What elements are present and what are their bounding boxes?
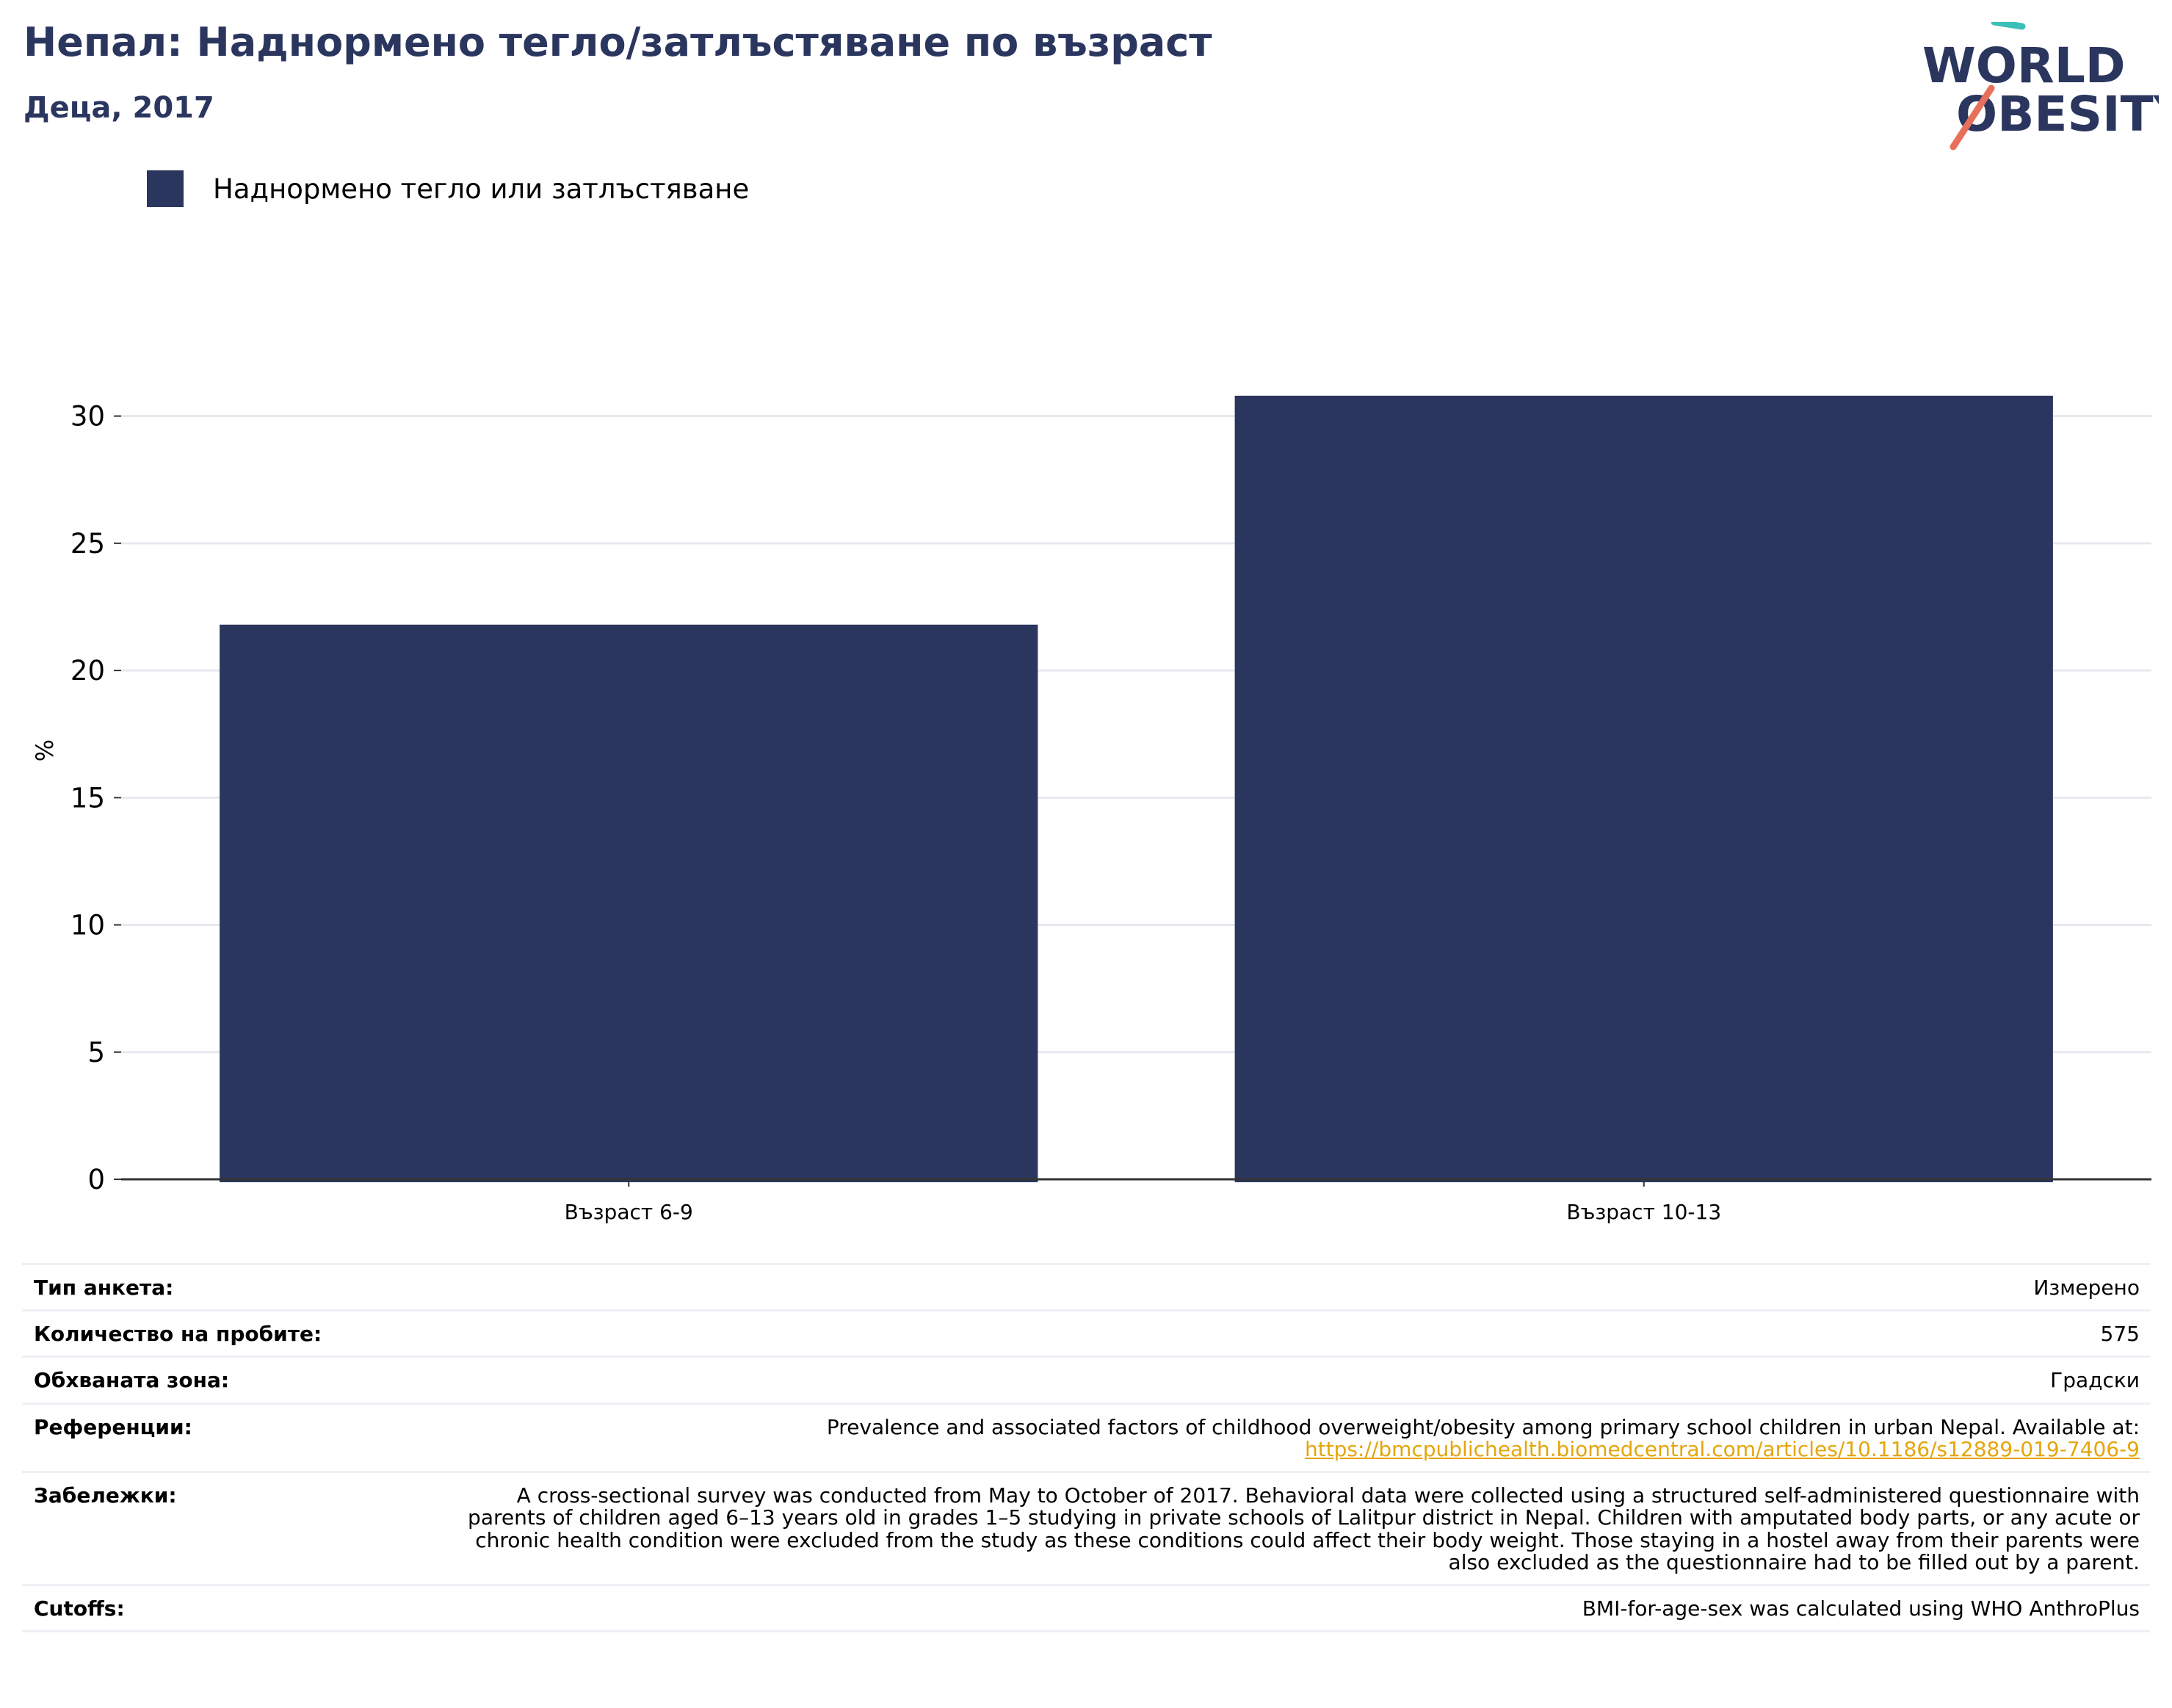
- metadata-row: Количество на пробите: 575: [22, 1309, 2150, 1357]
- y-tick-label: 5: [87, 1037, 105, 1068]
- y-tick-label: 0: [87, 1164, 105, 1195]
- metadata-key: Тип анкета:: [22, 1262, 426, 1311]
- metadata-value: BMI-for-age-sex was calculated using WHO…: [426, 1584, 2150, 1633]
- metadata-value-text: A cross-sectional survey was conducted f…: [468, 1483, 2140, 1574]
- logo-slash-top: [1991, 22, 2026, 30]
- metadata-value: Измерено: [426, 1262, 2150, 1311]
- x-tick-label: Възраст 6-9: [565, 1200, 693, 1224]
- metadata-value: A cross-sectional survey was conducted f…: [426, 1471, 2150, 1585]
- legend-label: Наднормено тегло или затлъстяване: [213, 173, 750, 205]
- world-obesity-logo: WORLD OBESITY: [1922, 22, 2159, 151]
- metadata-value-text: BMI-for-age-sex was calculated using WHO…: [1582, 1596, 2140, 1621]
- metadata-row: Cutoffs: BMI-for-age-sex was calculated u…: [22, 1584, 2150, 1633]
- chart-subtitle: Деца, 2017: [23, 91, 214, 125]
- y-tick-label: 25: [70, 528, 105, 560]
- y-axis-label: %: [31, 739, 59, 761]
- bar[interactable]: [220, 624, 1038, 1182]
- axes: 0 5 10 15 20 25 30 Възраст 6-9 Възраст 10-13: [70, 401, 2151, 1224]
- bar-chart: 0 5 10 15 20 25 30 Възраст 6-9 Възраст 10-13 %: [31, 395, 2151, 1224]
- metadata-value-text: Измерено: [2033, 1275, 2140, 1300]
- logo-line-1: WORLD: [1922, 37, 2126, 94]
- y-tick-label: 30: [70, 401, 105, 433]
- metadata-value: Prevalence and associated factors of chi…: [426, 1402, 2150, 1472]
- bars: [220, 395, 2053, 1182]
- metadata-row: Тип анкета: Измерено: [22, 1262, 2150, 1311]
- metadata-key: Обхваната зона:: [22, 1356, 426, 1404]
- metadata-value: 575: [426, 1309, 2150, 1357]
- metadata-row: Обхваната зона: Градски: [22, 1356, 2150, 1404]
- metadata-key: Забележки:: [22, 1471, 426, 1585]
- metadata-key: Количество на пробите:: [22, 1309, 426, 1357]
- chart-legend: Наднормено тегло или затлъстяване: [147, 170, 749, 207]
- y-tick-label: 15: [70, 782, 105, 814]
- metadata-row: Забележки: A cross-sectional survey was c…: [22, 1471, 2150, 1585]
- survey-metadata-table: Тип анкета: Измерено Количество на пробите…: [22, 1262, 2150, 1633]
- x-tick-label: Възраст 10-13: [1566, 1200, 1721, 1224]
- bar[interactable]: [1234, 395, 2053, 1182]
- metadata-value-text: Prevalence and associated factors of chi…: [826, 1414, 2140, 1439]
- metadata-key: Cutoffs:: [22, 1584, 426, 1633]
- reference-link[interactable]: https://bmcpublichealth.biomedcentral.co…: [1304, 1436, 2140, 1461]
- y-tick-label: 20: [70, 655, 105, 687]
- metadata-row: Референции: Prevalence and associated fac…: [22, 1402, 2150, 1472]
- metadata-value-text: Градски: [2050, 1368, 2140, 1393]
- chart-title: Непал: Наднормено тегло/затлъстяване по …: [23, 19, 1212, 65]
- metadata-key: Референции:: [22, 1402, 426, 1472]
- metadata-value-text: 575: [2100, 1322, 2140, 1347]
- y-tick-label: 10: [70, 910, 105, 941]
- legend-swatch: [147, 170, 184, 207]
- metadata-value: Градски: [426, 1356, 2150, 1404]
- logo-slash-bottom: [1950, 84, 1995, 151]
